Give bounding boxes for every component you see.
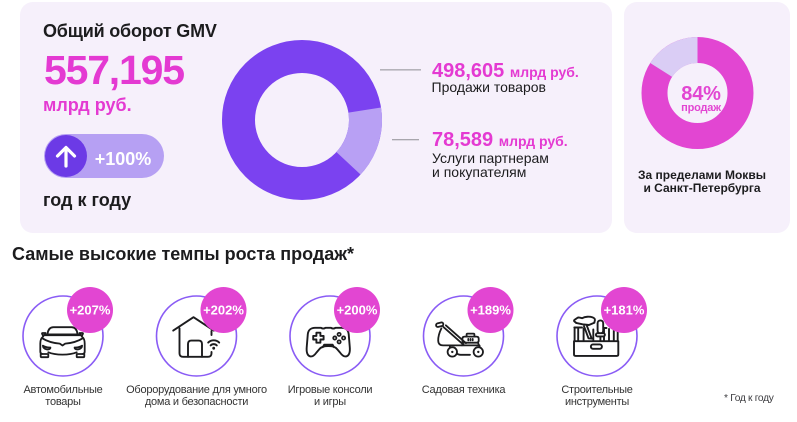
svg-text:+200%: +200% — [337, 303, 378, 318]
svg-text:+189%: +189% — [470, 303, 511, 318]
svg-text:+181%: +181% — [604, 303, 645, 318]
svg-text:+207%: +207% — [70, 303, 111, 318]
svg-text:+202%: +202% — [203, 303, 244, 318]
